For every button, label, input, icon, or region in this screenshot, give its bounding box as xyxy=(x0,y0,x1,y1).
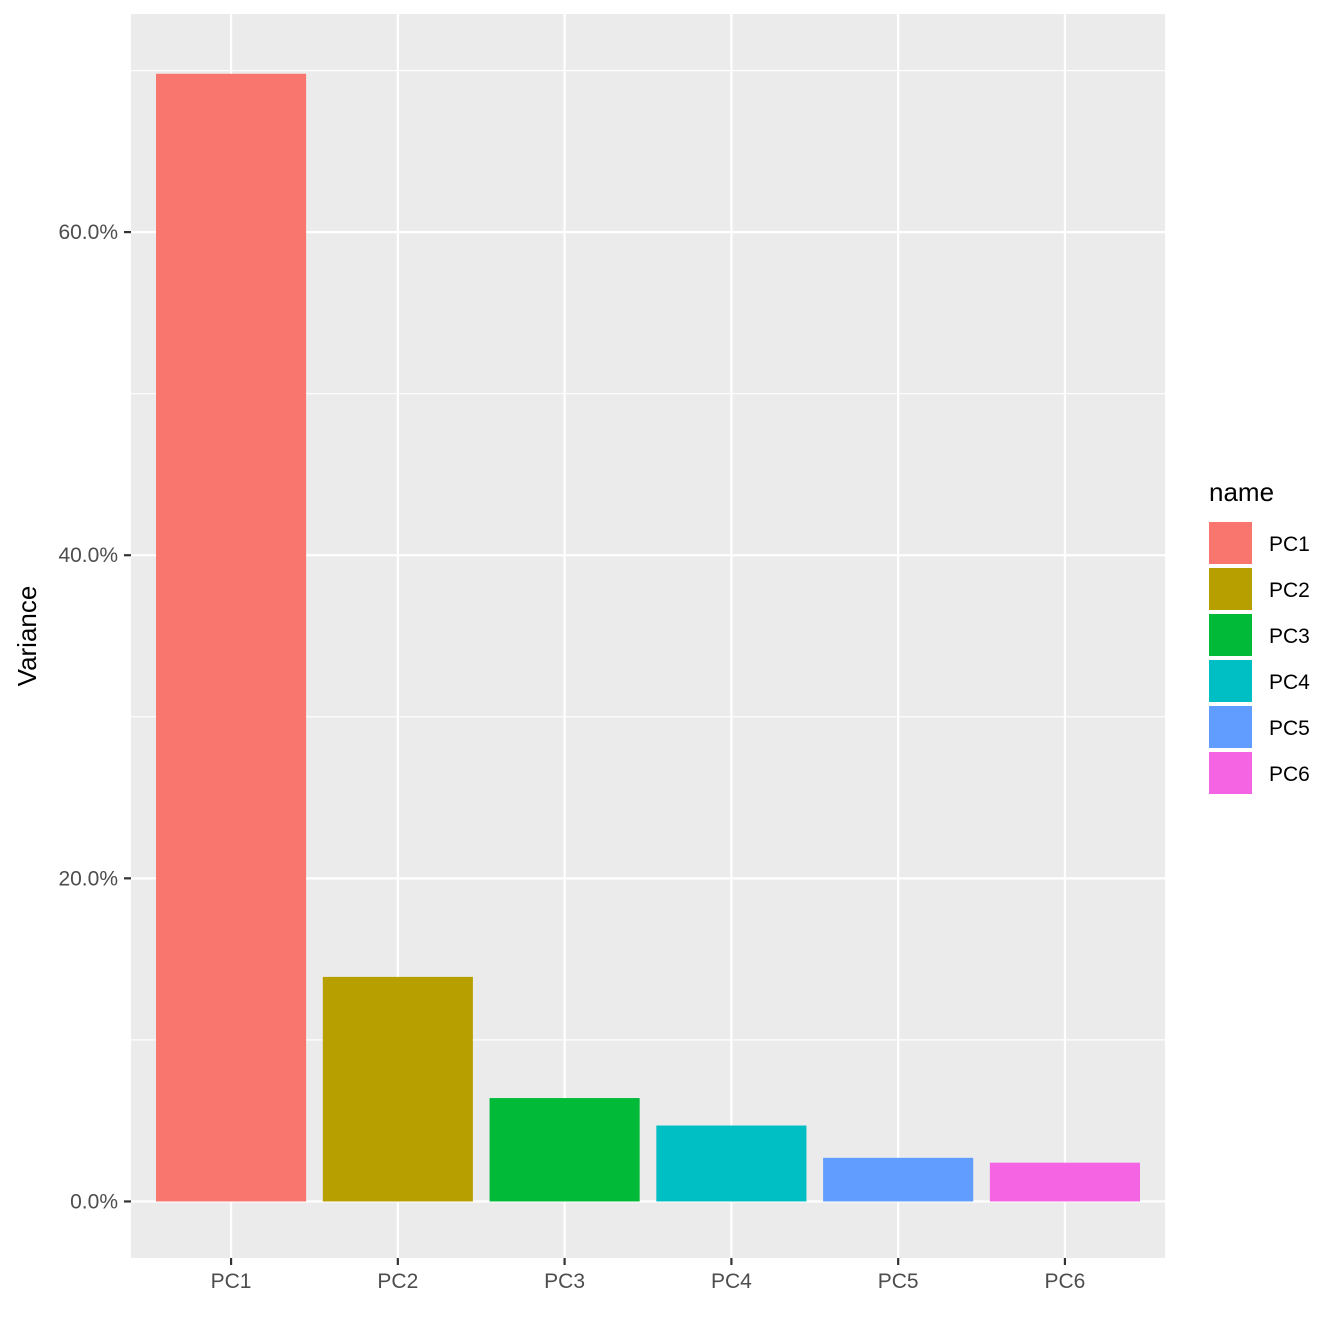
x-tick-label: PC1 xyxy=(211,1270,252,1293)
legend-key-pc2 xyxy=(1209,568,1252,610)
legend-key-pc1 xyxy=(1209,522,1252,564)
legend-label: PC2 xyxy=(1269,579,1310,602)
legend: name PC1 PC2 PC3 PC4 PC5 PC6 xyxy=(1209,477,1310,794)
legend-label: PC3 xyxy=(1269,625,1310,648)
bar-pc4 xyxy=(656,1125,807,1202)
bar-pc3 xyxy=(489,1098,640,1202)
bar-pc5 xyxy=(823,1157,974,1202)
bars xyxy=(156,73,1140,1202)
bar-pc6 xyxy=(989,1162,1140,1202)
legend-label: PC4 xyxy=(1269,671,1310,694)
legend-label: PC5 xyxy=(1269,717,1310,740)
y-axis: 0.0% 20.0% 40.0% 60.0% xyxy=(58,221,131,1213)
legend-key-pc4 xyxy=(1209,660,1252,702)
x-tick-label: PC4 xyxy=(711,1270,752,1293)
legend-key-pc5 xyxy=(1209,706,1252,748)
bar-pc1 xyxy=(156,73,307,1202)
legend-title: name xyxy=(1209,477,1274,507)
x-tick-label: PC6 xyxy=(1045,1270,1086,1293)
legend-key-pc3 xyxy=(1209,614,1252,656)
y-tick-label: 0.0% xyxy=(70,1190,118,1213)
legend-label: PC1 xyxy=(1269,533,1310,556)
x-axis: PC1 PC2 PC3 PC4 PC5 PC6 xyxy=(211,1258,1086,1293)
y-tick-label: 20.0% xyxy=(58,867,118,890)
x-tick-label: PC3 xyxy=(544,1270,585,1293)
bar-pc2 xyxy=(322,976,473,1202)
y-tick-label: 60.0% xyxy=(58,221,118,244)
y-tick-label: 40.0% xyxy=(58,544,118,567)
x-tick-label: PC5 xyxy=(878,1270,919,1293)
legend-key-pc6 xyxy=(1209,752,1252,794)
legend-label: PC6 xyxy=(1269,763,1310,786)
y-axis-title: Variance xyxy=(12,586,42,687)
x-tick-label: PC2 xyxy=(377,1270,418,1293)
